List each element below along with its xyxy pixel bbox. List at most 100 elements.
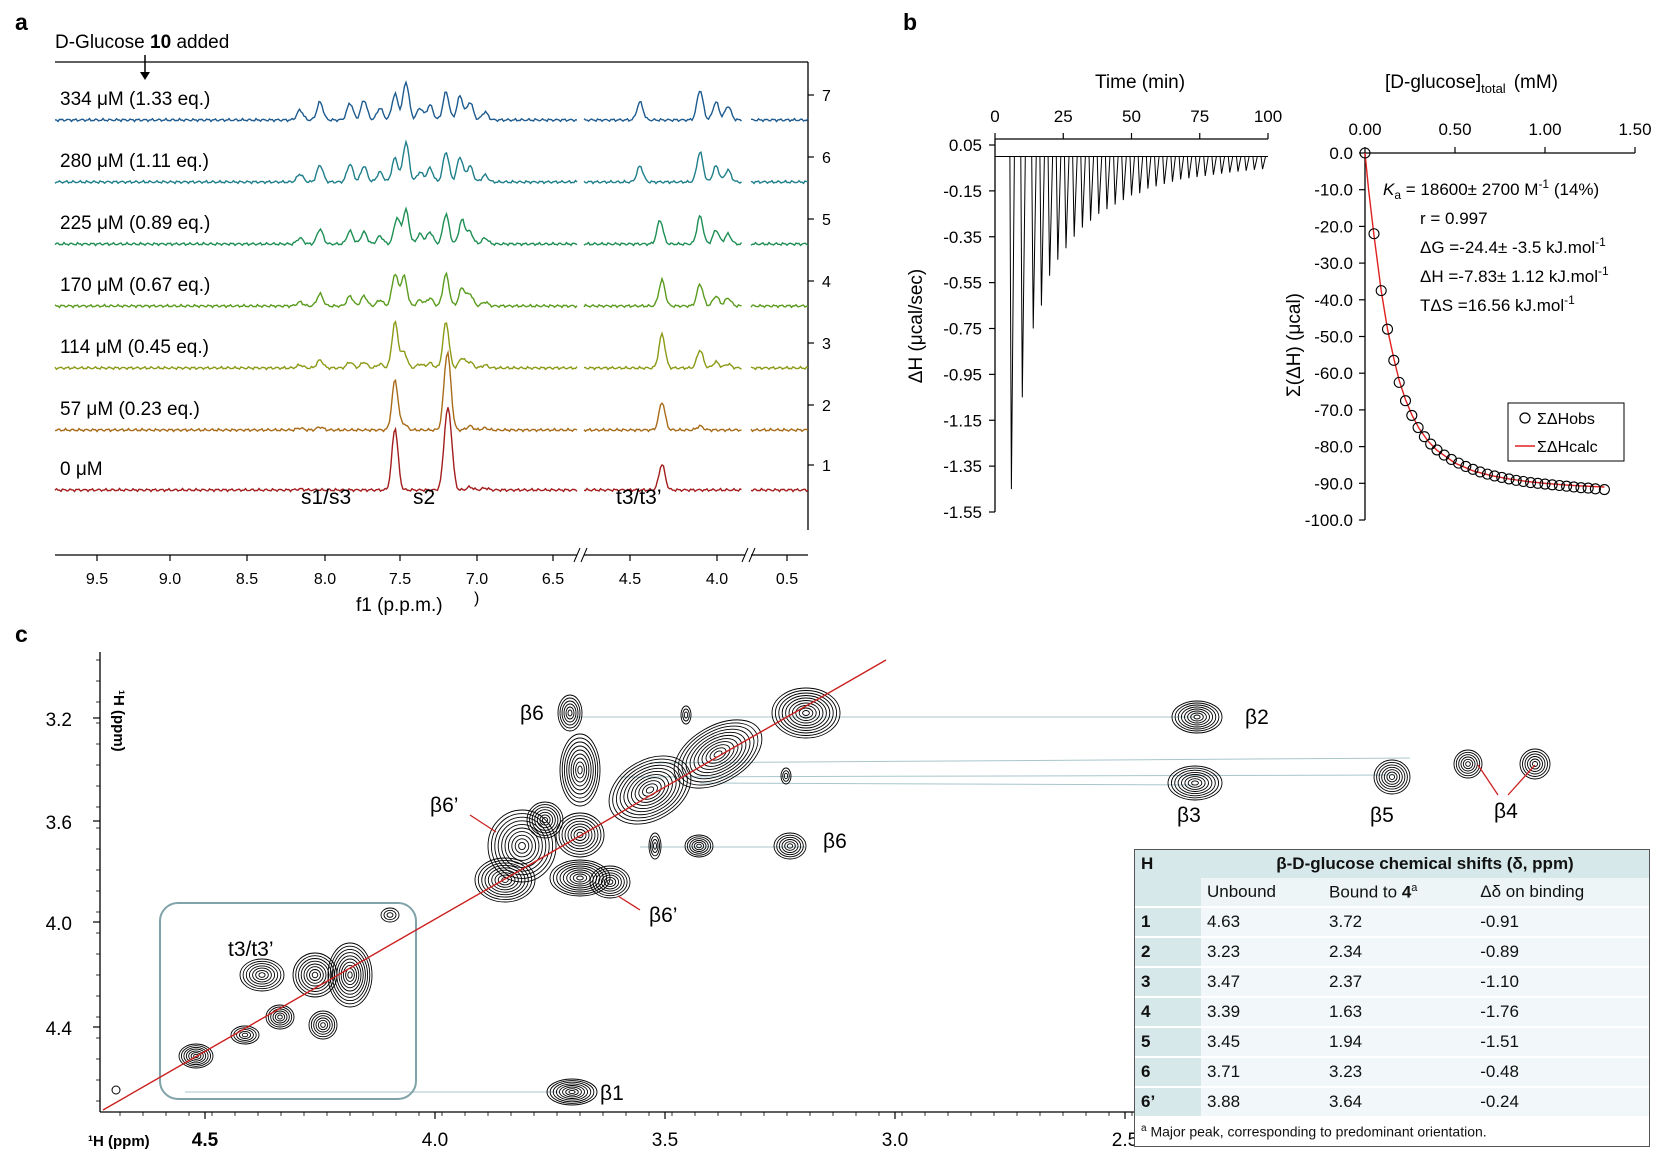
contour-ring <box>1190 712 1204 722</box>
itc-injection-peak <box>1252 156 1258 170</box>
contour-ring <box>230 1025 260 1045</box>
contour-ring <box>347 971 353 979</box>
table-cell-unbound: 3.39 <box>1201 996 1324 1027</box>
contour-ring <box>501 877 509 883</box>
observed-point <box>1460 460 1472 472</box>
contour-ring <box>1177 771 1213 795</box>
contour-ring <box>673 719 763 789</box>
contour-ring <box>630 774 670 806</box>
observed-point <box>1431 444 1443 456</box>
isotherm-legend: ΣΔHobs ΣΔHcalc <box>1507 402 1625 462</box>
contour-ring <box>680 705 692 725</box>
itc-injection-peak <box>1039 156 1045 306</box>
contour-ring <box>595 870 625 894</box>
contour-ring <box>1465 761 1471 767</box>
contour-b6-top <box>557 694 583 732</box>
contour-ring <box>563 703 577 723</box>
contour-ring <box>494 816 550 876</box>
itc-x-tick-label: 0 <box>990 107 999 126</box>
spectrum-trace-3-seg2 <box>583 214 743 247</box>
contour-ring <box>183 1046 209 1066</box>
table-cell-unbound: 3.45 <box>1201 1026 1324 1057</box>
diagonal-line <box>102 659 887 1111</box>
c-x-tick-label: 4.0 <box>422 1130 448 1151</box>
contour-ring <box>576 831 584 839</box>
trace-concentration-label: 280 μM (1.11 eq.) <box>60 151 209 172</box>
table-cell-unbound: 3.23 <box>1201 936 1324 967</box>
contour-ring <box>383 909 397 921</box>
itc-injection-peak <box>1113 156 1119 205</box>
contour-small-4 <box>380 907 400 923</box>
contour-ring <box>568 749 592 791</box>
contour-ring <box>555 812 605 858</box>
legend-obs-label: ΣΔHobs <box>1537 411 1595 428</box>
contour-ring <box>248 965 276 985</box>
contour-ring <box>561 737 599 803</box>
axis-break-1 <box>573 547 588 563</box>
trace-concentration-label: 57 μM (0.23 eq.) <box>60 399 200 420</box>
isotherm-observed-points <box>1359 147 1610 496</box>
contour-ring <box>781 839 799 853</box>
c-x-tick-label: 3.0 <box>882 1130 908 1151</box>
contour-ring <box>592 867 628 897</box>
contour-ring <box>570 826 590 844</box>
trace-concentration-label: 334 μM (1.33 eq.) <box>60 89 210 110</box>
contour-ring <box>236 1029 254 1041</box>
isotherm-y-tick-label: 0.0 <box>1329 144 1353 163</box>
contour-ring <box>331 948 369 1002</box>
x-tick-label: 4.0 <box>706 571 728 588</box>
observed-point <box>1406 409 1418 421</box>
table-col-h: H <box>1141 854 1154 873</box>
contour-ring <box>572 873 588 883</box>
table-sub-unbound: Unbound <box>1201 878 1324 907</box>
table-sub-delta: Δδ on binding <box>1474 878 1649 907</box>
x-tick-label: 7.0 <box>466 571 488 588</box>
contour-ring <box>603 876 617 888</box>
itc-injection-peak <box>1096 156 1103 214</box>
itc-injection-peak <box>1227 156 1234 173</box>
table-cell-h: 6 <box>1135 1056 1201 1087</box>
itc-injection-peaks <box>995 155 1268 490</box>
itc-injection-peak <box>1195 156 1201 178</box>
table-cell-bound: 3.72 <box>1323 906 1475 937</box>
table-body: 1 4.63 3.72 -0.91 2 3.23 2.34 -0.89 3 3.47 2.37 -1.… <box>1135 906 1649 1116</box>
isotherm-x-ticks: 0.00 0.50 1.00 1.50 <box>1348 120 1652 153</box>
itc-y-tick-label: -0.15 <box>943 182 982 201</box>
contour-ring <box>518 841 526 851</box>
contour-ring <box>311 971 319 979</box>
axis-break-2 <box>741 547 756 563</box>
itc-injection-peak <box>1031 156 1037 329</box>
spectra-labels: 334 μM (1.33 eq.) 280 μM (1.11 eq.) 225 μM… <box>60 89 210 480</box>
contour-ring <box>701 741 735 767</box>
contour-ring <box>788 700 824 726</box>
contour-ring <box>697 738 739 770</box>
contour-ring <box>691 840 707 852</box>
contour-ring <box>277 1014 283 1020</box>
contour-ring <box>539 814 551 826</box>
spectrum-trace-6-seg2 <box>583 402 742 433</box>
table-row: 6’ 3.88 3.64 -0.24 <box>1135 1086 1649 1116</box>
table-row: 1 4.63 3.72 -0.91 <box>1135 906 1649 937</box>
contour-ring <box>267 1006 293 1028</box>
contour-ring <box>681 725 755 783</box>
contour-ring <box>549 1080 595 1104</box>
ann-b3: β3 <box>1177 804 1201 827</box>
panel-a-label: a <box>15 9 28 35</box>
table-cell-h: 2 <box>1135 936 1201 967</box>
contour-ring <box>190 1052 202 1060</box>
added-arrowhead <box>140 72 150 80</box>
contour-ring <box>648 832 662 860</box>
contour-ring <box>552 1081 592 1103</box>
panel-b-label: b <box>903 9 917 35</box>
contour-ring <box>501 823 543 869</box>
observed-point <box>1598 483 1610 496</box>
contour-ring <box>650 835 660 857</box>
table-cell-unbound: 4.63 <box>1201 906 1324 937</box>
observed-point <box>1503 473 1515 485</box>
panel-c-y-label: ¹H (ppm) <box>110 690 127 752</box>
itc-injection-peak <box>1235 156 1242 172</box>
table-sub-empty <box>1135 878 1201 907</box>
isotherm-x-label: [D-glucose]total (mM) <box>1385 72 1558 96</box>
contour-ring <box>315 1017 331 1033</box>
contour-b4-b <box>1519 748 1551 780</box>
